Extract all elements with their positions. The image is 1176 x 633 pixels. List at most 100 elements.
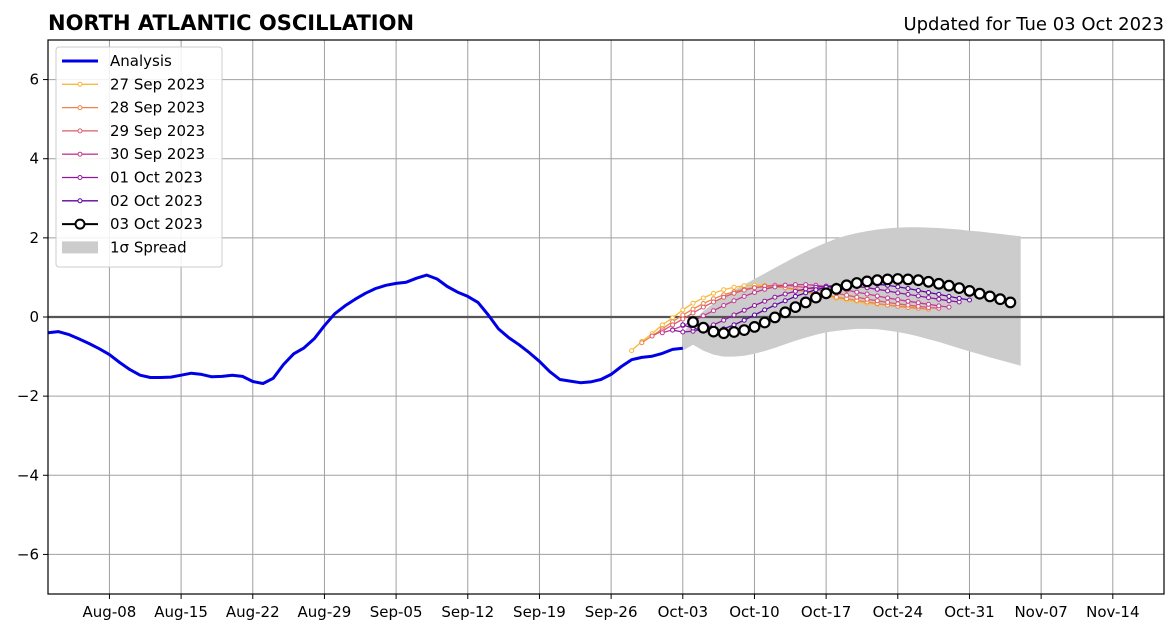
x-tick-label: Sep-05 bbox=[370, 603, 423, 621]
forecast-point bbox=[803, 282, 809, 288]
forecast-point bbox=[670, 327, 676, 333]
legend-label: 29 Sep 2023 bbox=[110, 122, 205, 140]
legend-label: Analysis bbox=[110, 52, 172, 70]
forecast-point bbox=[895, 284, 901, 290]
forecast-point bbox=[741, 293, 747, 299]
forecast-point bbox=[946, 293, 952, 299]
forecast-point bbox=[810, 291, 822, 304]
forecast-point bbox=[895, 297, 901, 303]
legend-box bbox=[55, 46, 223, 268]
x-tick-label: Oct-31 bbox=[944, 603, 994, 621]
forecast-point bbox=[926, 290, 931, 295]
forecast-point bbox=[915, 288, 921, 293]
forecast-point bbox=[789, 301, 802, 314]
forecast-point bbox=[769, 311, 781, 324]
forecast-point bbox=[670, 315, 676, 321]
forecast-point bbox=[779, 306, 792, 319]
forecast-point bbox=[820, 287, 832, 300]
legend-marker bbox=[77, 128, 83, 134]
forecast-point bbox=[830, 283, 843, 295]
forecast-point bbox=[854, 294, 860, 300]
forecast-point bbox=[932, 277, 945, 290]
forecast-point bbox=[711, 308, 716, 314]
forecast-point bbox=[741, 287, 747, 293]
forecast-point bbox=[850, 277, 863, 289]
forecast-point bbox=[782, 291, 788, 297]
forecast-point bbox=[953, 282, 966, 295]
forecast-point bbox=[782, 298, 788, 304]
forecast-series bbox=[629, 273, 1017, 354]
forecast-point bbox=[936, 291, 942, 297]
legend-label: 1σ Spread bbox=[110, 238, 187, 256]
forecast-point bbox=[844, 292, 850, 298]
forecast-point bbox=[936, 296, 942, 302]
x-tick-label: Sep-26 bbox=[585, 603, 638, 621]
forecast-point bbox=[772, 294, 778, 300]
legend-label: 27 Sep 2023 bbox=[110, 75, 205, 93]
forecast-point bbox=[748, 321, 761, 333]
forecast-point bbox=[885, 299, 891, 305]
forecast-point bbox=[728, 326, 740, 338]
forecast-point bbox=[895, 301, 901, 307]
legend-marker bbox=[77, 151, 83, 157]
forecast-point bbox=[717, 327, 730, 340]
forecast-point bbox=[690, 300, 696, 306]
forecast-point bbox=[799, 296, 812, 309]
x-tick-label: Nov-14 bbox=[1086, 603, 1139, 621]
forecast-point bbox=[864, 291, 870, 297]
forecast-point bbox=[680, 312, 686, 318]
forecast-point bbox=[895, 290, 901, 296]
forecast-point bbox=[772, 302, 778, 308]
forecast-point bbox=[782, 282, 788, 288]
legend-entry: 30 Sep 2023 bbox=[62, 145, 205, 163]
forecast-point bbox=[752, 285, 757, 291]
forecast-point bbox=[946, 304, 952, 310]
forecast-point bbox=[840, 279, 853, 292]
x-tick-label: Aug-08 bbox=[83, 603, 137, 621]
forecast-point bbox=[994, 293, 1007, 306]
forecast-point bbox=[680, 322, 686, 328]
forecast-point bbox=[707, 325, 720, 338]
y-tick-label: 4 bbox=[29, 150, 39, 168]
x-tick-label: Nov-07 bbox=[1014, 603, 1067, 621]
legend-entry: 02 Oct 2023 bbox=[62, 192, 203, 210]
x-tick-label: Aug-22 bbox=[226, 603, 280, 621]
chart-title: NORTH ATLANTIC OSCILLATION bbox=[48, 11, 414, 35]
forecast-point bbox=[792, 282, 798, 288]
forecast-point bbox=[943, 279, 955, 292]
legend-swatch bbox=[62, 241, 98, 254]
forecast-point bbox=[905, 286, 911, 291]
forecast-point bbox=[649, 333, 655, 339]
forecast-point bbox=[885, 295, 891, 301]
legend: Analysis 27 Sep 2023 28 Sep 2023 29 Sep 202… bbox=[55, 46, 223, 268]
forecast-point bbox=[891, 273, 904, 285]
x-tick-label: Aug-15 bbox=[154, 603, 208, 621]
legend-entry: 27 Sep 2023 bbox=[62, 75, 205, 93]
forecast-point bbox=[902, 273, 914, 286]
forecast-point bbox=[670, 322, 676, 328]
forecast-point bbox=[905, 298, 911, 304]
forecast-point bbox=[680, 307, 686, 313]
forecast-point bbox=[700, 313, 706, 319]
forecast-point bbox=[741, 317, 747, 323]
legend-marker bbox=[74, 218, 86, 230]
y-tick-label: 2 bbox=[29, 229, 39, 247]
y-tick-label: 6 bbox=[29, 71, 39, 89]
forecast-point bbox=[874, 298, 880, 304]
forecast-point bbox=[762, 307, 768, 313]
y-tick-label: −4 bbox=[17, 466, 39, 484]
forecast-point bbox=[792, 293, 798, 299]
forecast-point bbox=[629, 348, 635, 354]
forecast-point bbox=[680, 329, 686, 335]
legend-marker bbox=[77, 105, 83, 111]
forecast-point bbox=[926, 295, 931, 301]
forecast-point bbox=[864, 296, 870, 302]
legend-entry: 01 Oct 2023 bbox=[62, 169, 203, 187]
forecast-point bbox=[874, 293, 880, 299]
forecast-point bbox=[967, 297, 972, 303]
forecast-point bbox=[861, 275, 873, 288]
legend-marker bbox=[77, 81, 83, 87]
legend-label: 30 Sep 2023 bbox=[110, 145, 205, 163]
forecast-point bbox=[973, 287, 986, 300]
legend-entry: 28 Sep 2023 bbox=[62, 99, 205, 117]
